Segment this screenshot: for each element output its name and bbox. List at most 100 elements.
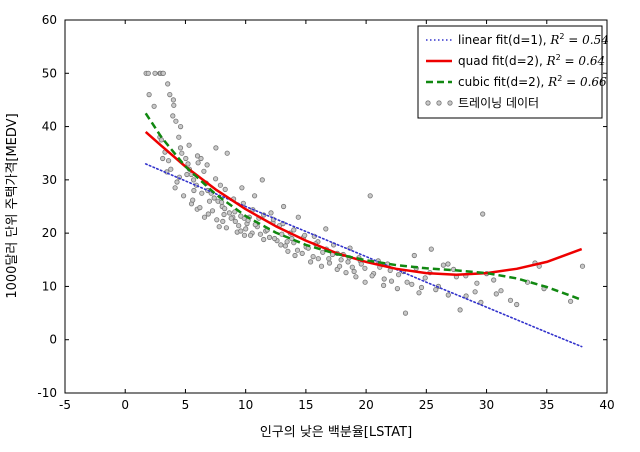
data-point <box>186 142 192 148</box>
legend-r-squared: R <box>546 54 556 68</box>
data-point <box>166 158 172 164</box>
data-point <box>221 211 227 218</box>
data-point <box>440 262 446 268</box>
y-tick-label: 0 <box>49 333 57 347</box>
legend-r-squared-value: = 0.66 <box>562 75 607 89</box>
data-point <box>402 310 409 316</box>
data-point <box>239 185 245 191</box>
data-point <box>395 272 402 278</box>
data-point <box>409 281 415 287</box>
data-point <box>498 288 504 294</box>
data-point <box>176 134 182 140</box>
y-tick-label: 30 <box>42 173 57 187</box>
x-tick-label: 35 <box>539 398 554 412</box>
data-point <box>422 275 428 281</box>
data-point <box>284 239 290 245</box>
data-point <box>292 252 298 259</box>
data-point <box>369 273 375 279</box>
data-point <box>252 193 258 199</box>
legend-label-text: 트레이닝 데이터 <box>458 96 539 110</box>
data-point <box>151 103 157 109</box>
data-point <box>302 232 308 238</box>
legend-label: linear fit(d=1), R2 = 0.54 <box>458 32 609 47</box>
legend-label: quad fit(d=2), R2 = 0.64 <box>458 53 605 68</box>
y-tick-label: 10 <box>42 279 57 293</box>
data-point <box>259 177 265 183</box>
data-point <box>404 279 410 285</box>
x-tick-label: 25 <box>419 398 434 412</box>
data-point <box>323 226 329 232</box>
data-point <box>158 137 164 143</box>
data-point <box>219 199 225 205</box>
data-point <box>295 214 301 220</box>
data-point <box>280 203 287 210</box>
data-point <box>307 259 314 265</box>
data-point <box>183 155 189 162</box>
data-point <box>326 256 332 262</box>
x-tick-label: 15 <box>298 398 313 412</box>
legend-r-squared-exponent: 2 <box>559 32 564 41</box>
data-point <box>214 217 220 223</box>
data-point <box>315 256 321 262</box>
data-point <box>201 214 208 220</box>
data-point <box>279 231 285 237</box>
data-point <box>216 224 222 230</box>
data-point <box>236 223 242 229</box>
fit-lines <box>144 112 583 348</box>
data-point <box>152 70 158 76</box>
data-point <box>243 226 249 232</box>
data-point <box>232 218 238 224</box>
plot-frame <box>64 19 608 394</box>
data-point <box>220 218 226 224</box>
cubic-fit-line <box>144 112 583 301</box>
data-point <box>567 298 574 304</box>
data-point <box>345 259 351 265</box>
data-point <box>278 242 284 248</box>
data-point <box>285 248 291 254</box>
y-tick-label: 60 <box>42 13 57 27</box>
data-point <box>204 162 210 168</box>
data-point <box>217 182 223 188</box>
data-point <box>418 284 425 291</box>
data-point <box>190 197 196 203</box>
legend-label: 트레이닝 데이터 <box>458 96 539 110</box>
data-point <box>170 113 176 119</box>
data-point <box>299 250 305 256</box>
data-point <box>194 153 201 159</box>
data-point <box>247 232 254 238</box>
data-point <box>211 195 217 201</box>
legend-label-text: quad fit(d=2), <box>458 54 547 68</box>
legend-marker <box>447 100 453 106</box>
data-point <box>146 92 152 98</box>
legend-r-squared-value: = 0.54 <box>564 33 608 47</box>
data-point <box>171 102 177 108</box>
data-point <box>172 185 178 191</box>
data-point <box>445 261 451 267</box>
data-point <box>320 249 326 255</box>
data-point <box>206 198 213 204</box>
data-point <box>289 235 295 242</box>
data-point <box>197 205 203 211</box>
data-point <box>181 193 187 199</box>
y-tick-label: 50 <box>42 66 57 80</box>
data-point <box>238 213 244 219</box>
data-point <box>228 215 234 221</box>
data-point <box>167 92 173 98</box>
x-tick-label: 30 <box>479 398 494 412</box>
data-point <box>388 278 395 284</box>
data-point <box>457 307 463 313</box>
data-point <box>445 292 451 298</box>
data-point <box>224 150 230 156</box>
data-point <box>226 210 232 216</box>
data-point <box>271 235 278 242</box>
legend-r-squared-exponent: 2 <box>556 53 561 62</box>
data-point <box>266 234 273 240</box>
data-point <box>191 187 197 194</box>
data-point <box>472 289 478 295</box>
data-point <box>185 161 191 167</box>
data-point <box>411 252 417 259</box>
data-point <box>205 211 211 217</box>
data-point <box>367 193 373 199</box>
data-point <box>165 81 171 87</box>
